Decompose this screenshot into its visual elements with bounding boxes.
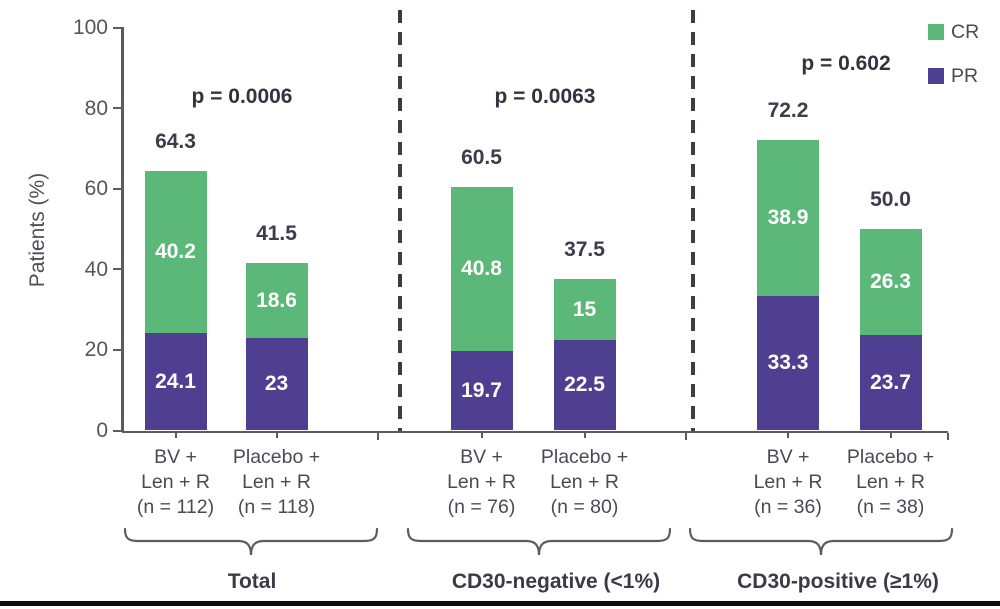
y-tick-label: 80 (84, 96, 108, 120)
legend-cr-swatch (928, 24, 944, 40)
x-tick-mark (889, 433, 892, 438)
pr-value-label: 23 (264, 372, 289, 396)
x-tick-label: Placebo + Len + R (n = 38) (846, 446, 935, 518)
bar-segment-cr (757, 139, 819, 297)
bar-total-label: 60.5 (461, 145, 502, 169)
group-brace (123, 527, 379, 556)
bar-total-label: 64.3 (155, 130, 196, 154)
bar-segment-pr (757, 296, 819, 431)
y-tick-label: 0 (96, 419, 108, 442)
x-tick-label: BV + Len + R (n = 76) (447, 446, 516, 518)
panel-separator-2 (691, 10, 695, 431)
p-value-label: p = 0.602 (801, 52, 891, 75)
group-brace (688, 527, 954, 556)
bar-segment-pr (450, 351, 513, 431)
bar-segment-cr (245, 263, 308, 338)
x-tick-mark (480, 433, 483, 438)
group-label: Total (227, 570, 277, 593)
bar-segment-pr (245, 337, 308, 431)
cr-value-label: 15 (572, 297, 597, 321)
y-tick-mark (113, 107, 122, 110)
x-tick-label: BV + Len + R (n = 36) (753, 446, 823, 518)
pr-value-label: 33.3 (767, 351, 809, 375)
cr-value-label: 40.8 (461, 256, 502, 280)
cr-value-label: 40.2 (155, 240, 196, 264)
bar-segment-cr (450, 186, 513, 352)
group-label: CD30-positive (≥1%) (737, 570, 939, 593)
x-tick-label: BV + Len + R (n = 112) (136, 446, 215, 518)
y-axis-line (121, 27, 124, 432)
bar-segment-cr (859, 229, 922, 335)
y-tick-mark (113, 187, 122, 190)
bar-segment-pr (144, 333, 207, 431)
y-tick-mark (113, 348, 122, 352)
y-tick-mark (113, 26, 122, 29)
group-brace (406, 527, 672, 556)
pr-value-label: 19.7 (461, 378, 502, 402)
bar-segment-pr (553, 339, 616, 431)
cr-value-label: 26.3 (870, 269, 911, 293)
x-tick-mark (275, 433, 278, 438)
bar-segment-cr (144, 171, 207, 334)
legend-cr-label: CR (951, 21, 980, 43)
legend-pr-label: PR (951, 65, 979, 87)
x-boundary-tick (685, 433, 688, 440)
x-tick-label: Placebo + Len + R (n = 80) (540, 446, 629, 518)
cr-value-label: 18.6 (256, 288, 297, 312)
x-boundary-tick (377, 433, 380, 440)
x-tick-mark (583, 433, 586, 438)
y-tick-mark (113, 429, 122, 432)
bar-segment-cr (553, 279, 616, 340)
pr-value-label: 23.7 (870, 370, 911, 394)
x-tick-mark (787, 433, 790, 438)
bar-total-label: 72.2 (767, 98, 809, 122)
y-tick-label: 20 (84, 338, 108, 362)
y-tick-mark (113, 268, 122, 271)
legend-pr-swatch (928, 68, 944, 84)
x-tick-label: Placebo + Len + R (n = 118) (232, 446, 321, 518)
x-boundary-tick (947, 433, 950, 440)
pr-value-label: 24.1 (155, 369, 196, 393)
bar-total-label: 41.5 (256, 222, 297, 246)
p-value-label: p = 0.0063 (494, 85, 596, 108)
bar-total-label: 50.0 (870, 188, 911, 211)
bottom-rule (0, 601, 1000, 606)
x-tick-mark (174, 433, 177, 438)
y-tick-label: 40 (84, 257, 108, 281)
panel-separator-1 (398, 10, 402, 431)
group-label: CD30-negative (<1%) (451, 570, 661, 593)
cr-value-label: 38.9 (767, 205, 809, 229)
bar-total-label: 37.5 (564, 238, 605, 262)
x-axis-line (122, 430, 948, 433)
bar-segment-pr (859, 334, 922, 431)
y-axis-title: Patients (%) (26, 172, 49, 288)
y-tick-label: 60 (84, 177, 108, 201)
pr-value-label: 22.5 (564, 373, 605, 397)
y-tick-label: 100 (72, 16, 108, 39)
p-value-label: p = 0.0006 (191, 85, 293, 108)
